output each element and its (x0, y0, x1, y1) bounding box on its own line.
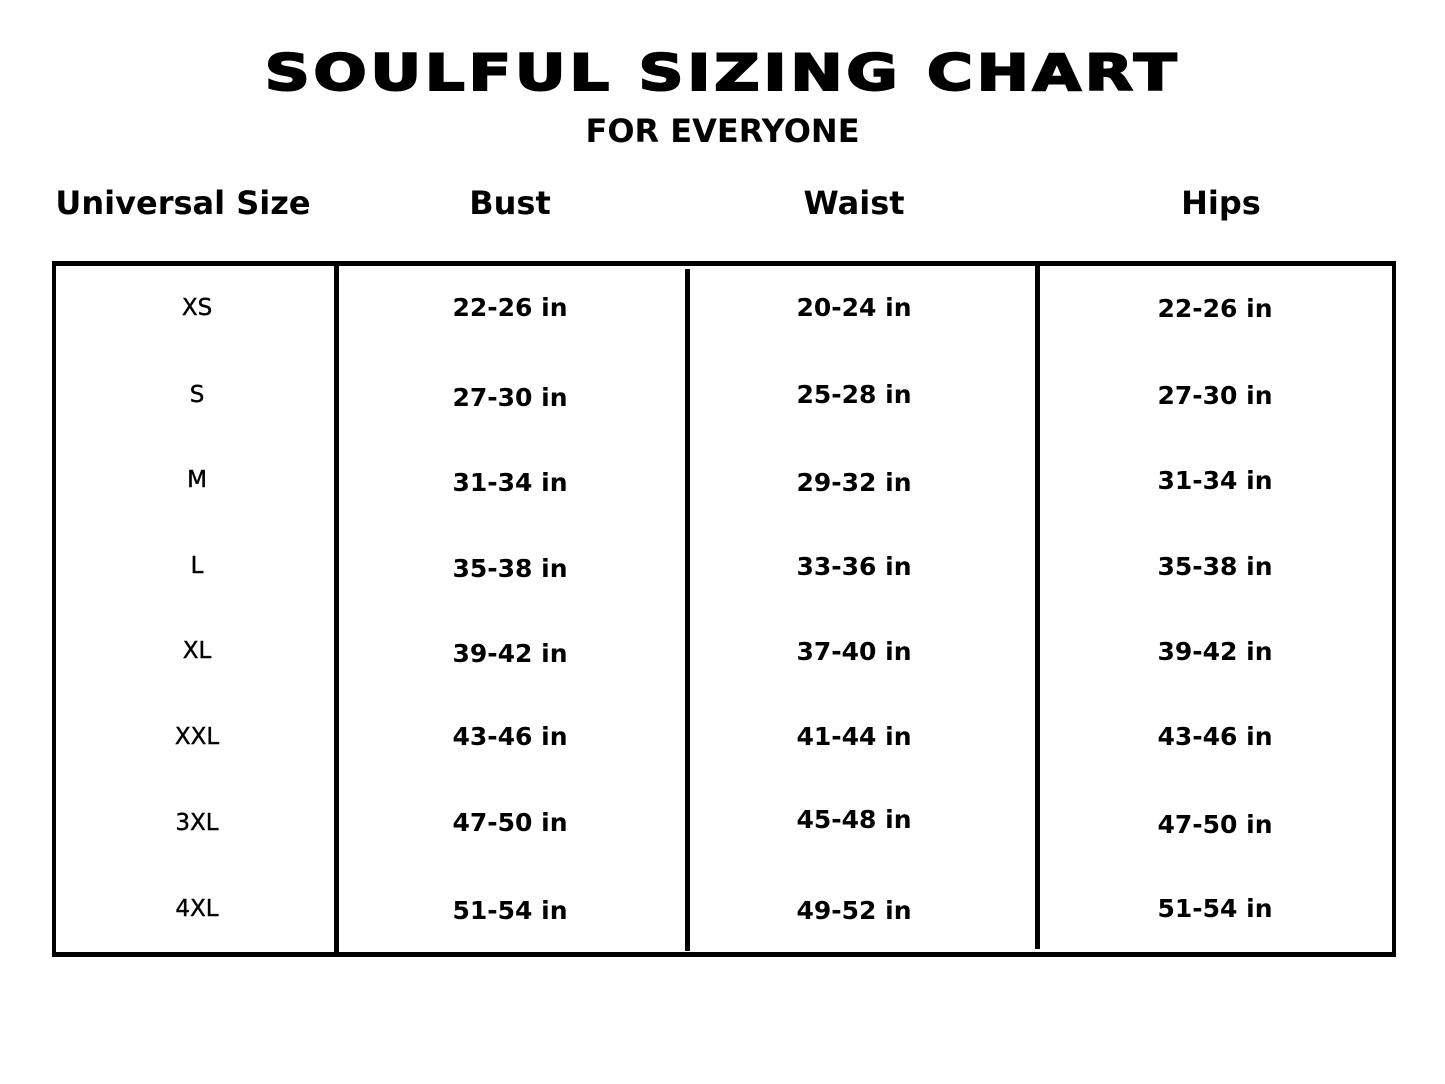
cell-hips: 39-42 in (1157, 637, 1273, 666)
cell-bust: 35-38 in (452, 554, 568, 583)
cell-waist: 49-52 in (796, 896, 912, 925)
cell-bust: 47-50 in (452, 808, 568, 837)
cell-waist: 33-36 in (796, 552, 912, 581)
cell-bust: 27-30 in (452, 383, 568, 412)
cell-hips: 22-26 in (1157, 294, 1273, 323)
cell-size: 3XL (175, 810, 219, 836)
cell-bust: 22-26 in (452, 293, 568, 322)
cell-bust: 43-46 in (452, 722, 568, 751)
cell-waist: 37-40 in (796, 637, 912, 666)
header-universal-size: Universal Size (55, 184, 311, 222)
column-divider (334, 263, 339, 955)
cell-hips: 47-50 in (1157, 810, 1273, 839)
cell-hips: 27-30 in (1157, 381, 1273, 410)
cell-size: M (187, 467, 207, 493)
page-title: SOULFUL SIZING CHART (264, 43, 1181, 103)
cell-hips: 43-46 in (1157, 722, 1273, 751)
header-hips: Hips (1181, 184, 1261, 222)
cell-hips: 31-34 in (1157, 466, 1273, 495)
cell-waist: 41-44 in (796, 722, 912, 751)
cell-size: XL (182, 638, 212, 664)
cell-hips: 35-38 in (1157, 552, 1273, 581)
header-bust: Bust (469, 184, 551, 222)
page-subtitle: FOR EVERYONE (585, 112, 860, 150)
cell-size: 4XL (175, 896, 219, 922)
column-divider (685, 269, 690, 951)
column-divider (1035, 263, 1040, 949)
table-border (52, 261, 1396, 957)
cell-size: S (189, 382, 205, 408)
cell-size: XS (181, 295, 213, 321)
cell-waist: 29-32 in (796, 468, 912, 497)
cell-size: XXL (174, 724, 220, 750)
cell-waist: 25-28 in (796, 380, 912, 409)
cell-waist: 20-24 in (796, 293, 912, 322)
cell-waist: 45-48 in (796, 805, 912, 834)
cell-bust: 51-54 in (452, 896, 568, 925)
cell-bust: 31-34 in (452, 468, 568, 497)
header-waist: Waist (803, 184, 905, 222)
cell-bust: 39-42 in (452, 639, 568, 668)
cell-size: L (190, 553, 204, 579)
cell-hips: 51-54 in (1157, 894, 1273, 923)
